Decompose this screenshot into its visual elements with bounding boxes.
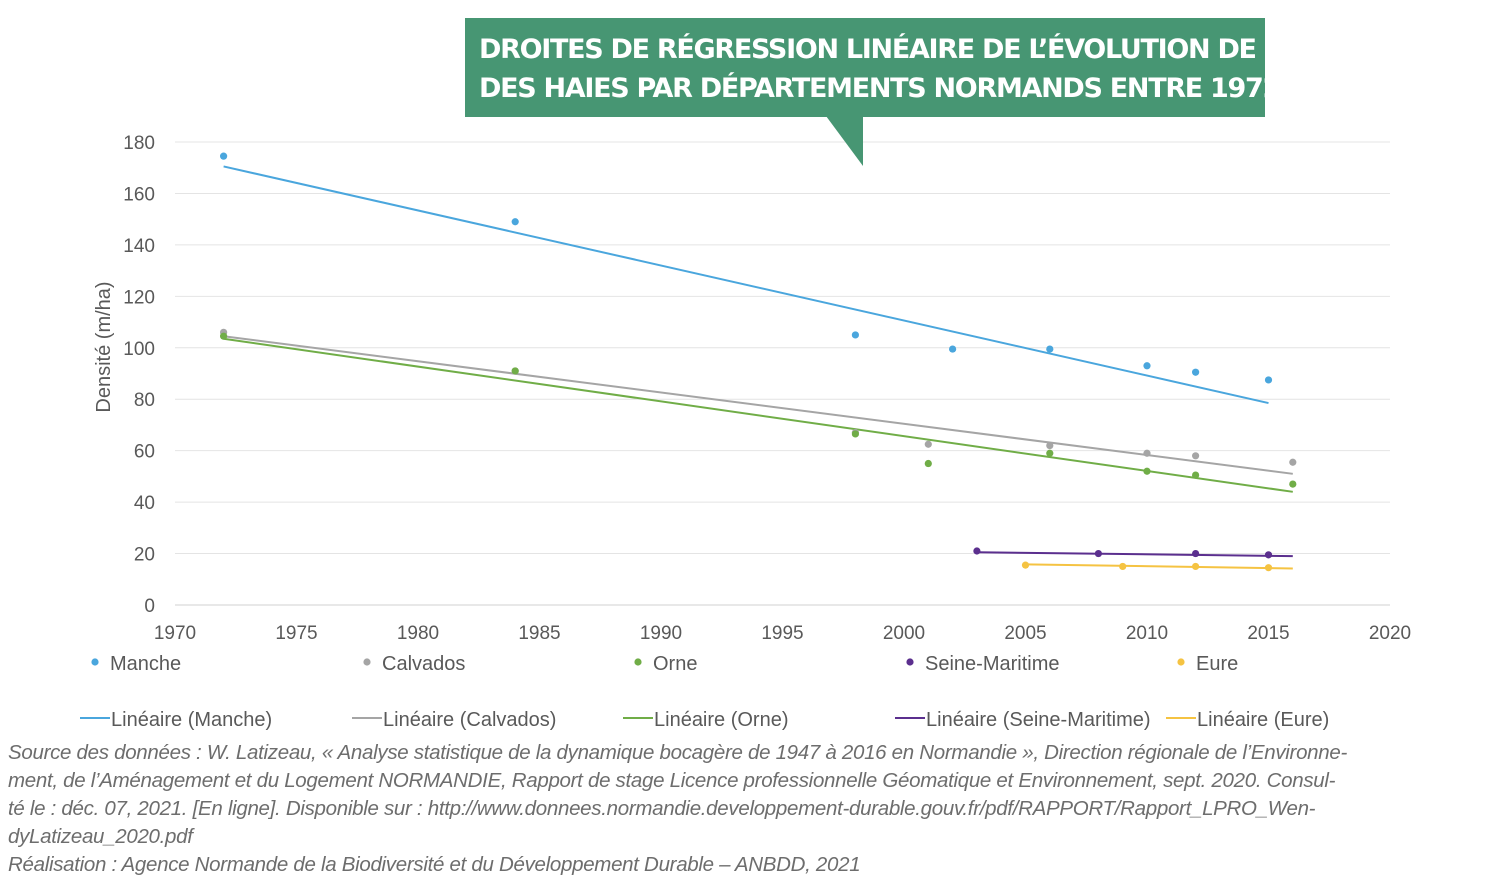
legend-label: Orne xyxy=(653,653,697,675)
legend-label: Linéaire (Orne) xyxy=(654,709,789,731)
data-points xyxy=(220,152,1297,572)
y-tick-label: 120 xyxy=(123,287,155,308)
data-point-seine-maritime xyxy=(1192,549,1200,558)
data-point-orne xyxy=(1046,449,1054,457)
data-point-calvados xyxy=(1192,452,1200,460)
y-tick-label: 140 xyxy=(123,236,155,257)
y-axis-ticks: 0 20 40 60 80 100 120 140 160 180 xyxy=(123,133,155,617)
source-line-1: Source des données : W. Latizeau, « Anal… xyxy=(8,741,1348,764)
data-point-orne xyxy=(220,332,228,340)
x-tick-label: 2020 xyxy=(1369,623,1411,644)
legend-label: Seine-Maritime xyxy=(925,653,1059,675)
legend-marker xyxy=(906,658,914,666)
y-axis-label: Densité (m/ha) xyxy=(93,281,115,412)
data-point-seine-maritime xyxy=(1264,551,1273,559)
data-point-eure xyxy=(1264,564,1273,572)
y-tick-label: 100 xyxy=(123,339,155,360)
data-point-eure xyxy=(1192,562,1200,571)
trendlines xyxy=(223,165,1293,570)
x-tick-label: 1980 xyxy=(397,623,439,644)
x-axis-ticks: 1970 1975 1980 1985 1990 1995 2000 2005 2010 2015… xyxy=(154,623,1411,644)
x-tick-label: 2010 xyxy=(1126,623,1168,644)
y-tick-label: 40 xyxy=(134,493,155,514)
x-tick-label: 2015 xyxy=(1247,623,1289,644)
legend-marker xyxy=(634,658,642,666)
data-point-manche xyxy=(1046,345,1054,353)
legend-marker xyxy=(1177,658,1185,666)
data-point-calvados xyxy=(1289,458,1297,466)
data-point-eure xyxy=(1119,562,1127,571)
gridlines xyxy=(175,141,1390,606)
data-point-orne xyxy=(1289,480,1297,488)
y-tick-label: 0 xyxy=(144,596,155,617)
legend-label: Manche xyxy=(110,653,181,675)
data-point-manche xyxy=(511,218,519,226)
title-callout-pointer xyxy=(826,116,863,166)
data-point-manche xyxy=(1192,368,1200,376)
data-point-orne xyxy=(511,367,519,375)
x-tick-label: 1970 xyxy=(154,623,196,644)
trendline-manche xyxy=(223,165,1269,405)
x-tick-label: 1995 xyxy=(761,623,803,644)
y-tick-label: 80 xyxy=(134,390,155,411)
legend-label: Calvados xyxy=(382,653,465,675)
y-tick-label: 160 xyxy=(123,184,155,205)
trendline-eure xyxy=(1025,563,1293,570)
source-line-3: té le : déc. 07, 2021. [En ligne]. Dispo… xyxy=(8,797,1316,820)
x-tick-label: 1990 xyxy=(640,623,682,644)
legend-label: Linéaire (Manche) xyxy=(111,709,272,731)
legend-label: Linéaire (Calvados) xyxy=(383,709,556,731)
data-point-calvados xyxy=(1046,441,1054,450)
x-tick-label: 1975 xyxy=(275,623,317,644)
data-point-manche xyxy=(949,345,957,353)
data-point-orne xyxy=(1143,467,1151,475)
legend-marker xyxy=(363,658,371,666)
x-tick-label: 2005 xyxy=(1004,623,1046,644)
data-point-manche xyxy=(220,152,228,160)
y-tick-label: 180 xyxy=(123,133,155,154)
source-line-2: ment, de l’Aménagement et du Logement NO… xyxy=(8,769,1336,792)
data-point-eure xyxy=(1021,561,1030,569)
data-point-orne xyxy=(1192,471,1200,479)
trendline-calvados xyxy=(223,335,1293,475)
y-tick-label: 20 xyxy=(134,545,155,566)
trendline-orne xyxy=(223,337,1293,493)
chart-svg: 0 20 40 60 80 100 120 140 160 180 1970 1975 1980 198… xyxy=(80,133,1411,731)
legend-label: Eure xyxy=(1196,653,1238,675)
source-line-4: dyLatizeau_2020.pdf xyxy=(8,825,193,848)
source-line-5: Réalisation : Agence Normande de la Biod… xyxy=(8,853,861,876)
data-point-orne xyxy=(924,459,932,468)
trendline-seine-maritime xyxy=(976,551,1293,558)
chart-title-line-1: DROITES DE RÉGRESSION LINÉAIRE DE L’ÉVOL… xyxy=(479,34,1429,65)
x-tick-label: 2000 xyxy=(883,623,925,644)
data-point-seine-maritime xyxy=(1094,549,1102,558)
legend: Manche Calvados Orne Seine-Maritime Eure Liné… xyxy=(80,653,1329,731)
legend-label: Linéaire (Seine-Maritime) xyxy=(926,709,1151,731)
data-point-seine-maritime xyxy=(973,547,981,555)
data-point-orne xyxy=(851,430,860,438)
data-point-calvados xyxy=(924,440,932,448)
data-point-manche xyxy=(1264,376,1273,384)
data-point-manche xyxy=(1143,362,1151,370)
data-point-calvados xyxy=(1143,449,1151,457)
legend-label: Linéaire (Eure) xyxy=(1197,709,1329,731)
x-tick-label: 1985 xyxy=(518,623,560,644)
chart-title-line-2: DES HAIES PAR DÉPARTEMENTS NORMANDS ENTR… xyxy=(479,73,1402,104)
data-point-manche xyxy=(851,331,860,339)
source-note: Source des données : W. Latizeau, « Anal… xyxy=(8,739,1488,879)
legend-marker xyxy=(91,658,99,666)
y-tick-label: 60 xyxy=(134,442,155,463)
chart-title-box: DROITES DE RÉGRESSION LINÉAIRE DE L’ÉVOL… xyxy=(465,18,1429,117)
